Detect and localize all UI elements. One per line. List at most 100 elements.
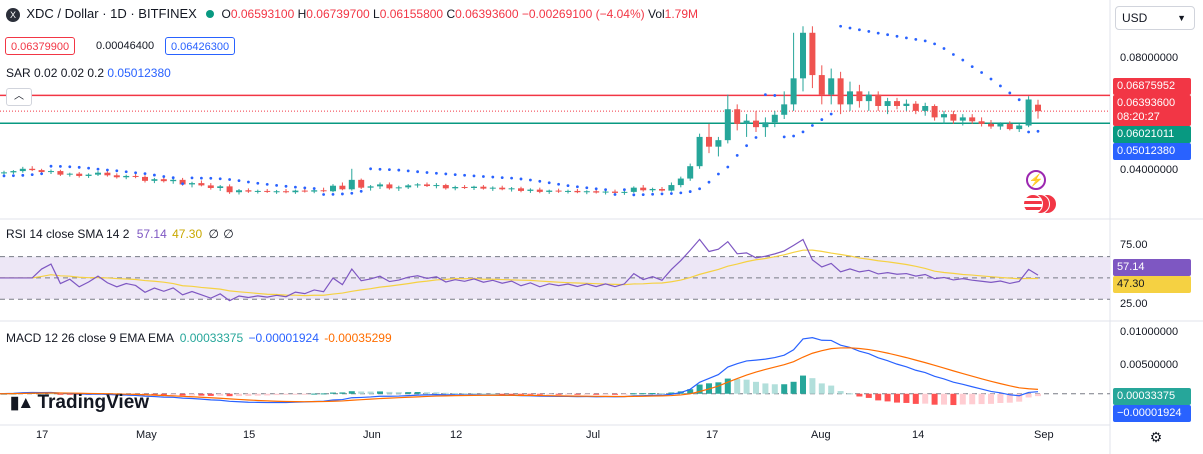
macd-histogram-bar (724, 378, 731, 394)
macd-histogram-bar (536, 393, 543, 395)
candle-body (226, 186, 233, 193)
macd-legend[interactable]: MACD 12 26 close 9 EMA EMA 0.00033375 −0… (6, 331, 392, 345)
last-price-tag: 0.06393600 (1113, 95, 1191, 112)
sar-dot (999, 84, 1002, 88)
macd-histogram-bar (988, 393, 994, 404)
macd-histogram-bar (217, 393, 224, 396)
sar-dot (557, 182, 560, 186)
sar-value: 0.05012380 (107, 66, 171, 80)
sar-dot (688, 190, 692, 193)
sar-dot (660, 192, 664, 196)
candle-body (264, 190, 271, 192)
candle-body (113, 175, 120, 178)
macd-histogram-bar (941, 393, 947, 405)
price-tick: 0.08000000 (1120, 52, 1179, 64)
collapse-legend-button[interactable]: ︿ (6, 88, 32, 106)
candle-body (189, 183, 195, 185)
sar-dot (228, 178, 232, 181)
sar-dot (425, 171, 429, 174)
sar-dot (510, 176, 513, 180)
macd-histogram-bar (405, 392, 412, 394)
candle-body (959, 117, 966, 121)
sar-legend[interactable]: SAR 0.02 0.02 0.2 0.05012380 (6, 66, 171, 80)
sar-dot (895, 34, 899, 38)
price-pane (0, 24, 1110, 197)
macd-histogram-bar (922, 393, 929, 404)
sar-dot (1027, 130, 1030, 134)
macd-histogram-bar (461, 393, 468, 395)
macd-histogram-bar (367, 391, 374, 394)
macd-histogram-bar (320, 393, 327, 395)
candle-body (358, 179, 365, 188)
candle-body (330, 185, 336, 192)
us-flag-events-icon[interactable] (1023, 194, 1059, 214)
buy-button[interactable]: 0.06426300 (165, 37, 236, 55)
macd-histogram-bar (555, 393, 562, 395)
macd-histogram-bar (687, 389, 694, 394)
sar-dot (613, 193, 617, 196)
candle-body (442, 185, 449, 189)
candle-body (198, 183, 205, 186)
macd-histogram-bar (809, 378, 816, 394)
rsi-line (0, 238, 1039, 302)
sar-dot (529, 178, 532, 182)
candle-body (1016, 125, 1023, 130)
sar-dot (1008, 91, 1012, 95)
candle-body (696, 136, 703, 167)
candle-body (254, 190, 261, 192)
sar-dot (651, 192, 654, 196)
candle-body (687, 166, 694, 179)
sar-dot (566, 184, 570, 188)
candle-body (640, 187, 647, 191)
time-tick: Aug (811, 429, 831, 441)
macd-histogram-bar (715, 382, 722, 394)
sar-dot (585, 186, 589, 190)
rsi-sma-line (0, 249, 1039, 297)
settings-gear-icon[interactable]: ⚙ (1149, 429, 1163, 445)
macd-histogram-bar (649, 393, 656, 395)
macd-histogram-bar (903, 393, 910, 403)
sar-dot (416, 170, 419, 174)
macd-histogram-bar (781, 384, 788, 394)
open-value: 0.06593100 (230, 7, 295, 21)
candle-body (715, 140, 722, 147)
rsi-value-tag: 57.14 (1113, 259, 1191, 276)
macd-histogram-bar (377, 391, 383, 394)
macd-histogram-bar (912, 393, 919, 404)
tradingview-logo[interactable]: ▮▲ TradingView (10, 392, 149, 414)
rsi-na-2: ∅ (223, 227, 234, 241)
currency-select[interactable]: USD ▼ (1115, 6, 1195, 30)
macd-histogram-bar (734, 378, 741, 394)
macd-histogram-bar (452, 392, 459, 394)
rsi-na-1: ∅ (208, 227, 219, 241)
macd-histogram-bar (959, 393, 966, 405)
candle-body (602, 191, 609, 193)
macd-histogram-bar (696, 384, 703, 394)
macd-histogram-bar (66, 393, 73, 395)
candle-body (762, 122, 769, 128)
sar-dot (275, 183, 278, 187)
candle-body (659, 188, 665, 191)
candle-body (884, 101, 891, 106)
sell-button[interactable]: 0.06379900 (5, 37, 76, 55)
macd-histogram-bar (207, 393, 214, 396)
candle-body (76, 173, 83, 176)
candle-body (85, 174, 92, 176)
sar-dot (519, 177, 523, 181)
candle-body (677, 178, 684, 186)
macd-histogram-bar (264, 393, 271, 396)
macd-histogram-bar (283, 393, 289, 395)
sar-dot (594, 187, 598, 191)
time-axis[interactable]: 17 May 15 Jun 12 Jul 17 Aug 14 Sep (0, 429, 1110, 445)
lightning-event-icon[interactable]: ⚡ (1026, 170, 1046, 190)
symbol-title[interactable]: XDC / Dollar · 1D · BITFINEX (26, 6, 197, 21)
sar-dot (378, 167, 382, 171)
sar-dot (679, 191, 683, 195)
sar-dot (735, 154, 739, 157)
sar-dot (115, 169, 119, 173)
rsi-sma-value: 47.30 (172, 227, 203, 241)
macd-histogram-bar (574, 393, 581, 395)
rsi-legend[interactable]: RSI 14 close SMA 14 2 57.14 47.30 ∅ ∅ (6, 227, 234, 241)
macd-histogram-bar (950, 393, 957, 406)
